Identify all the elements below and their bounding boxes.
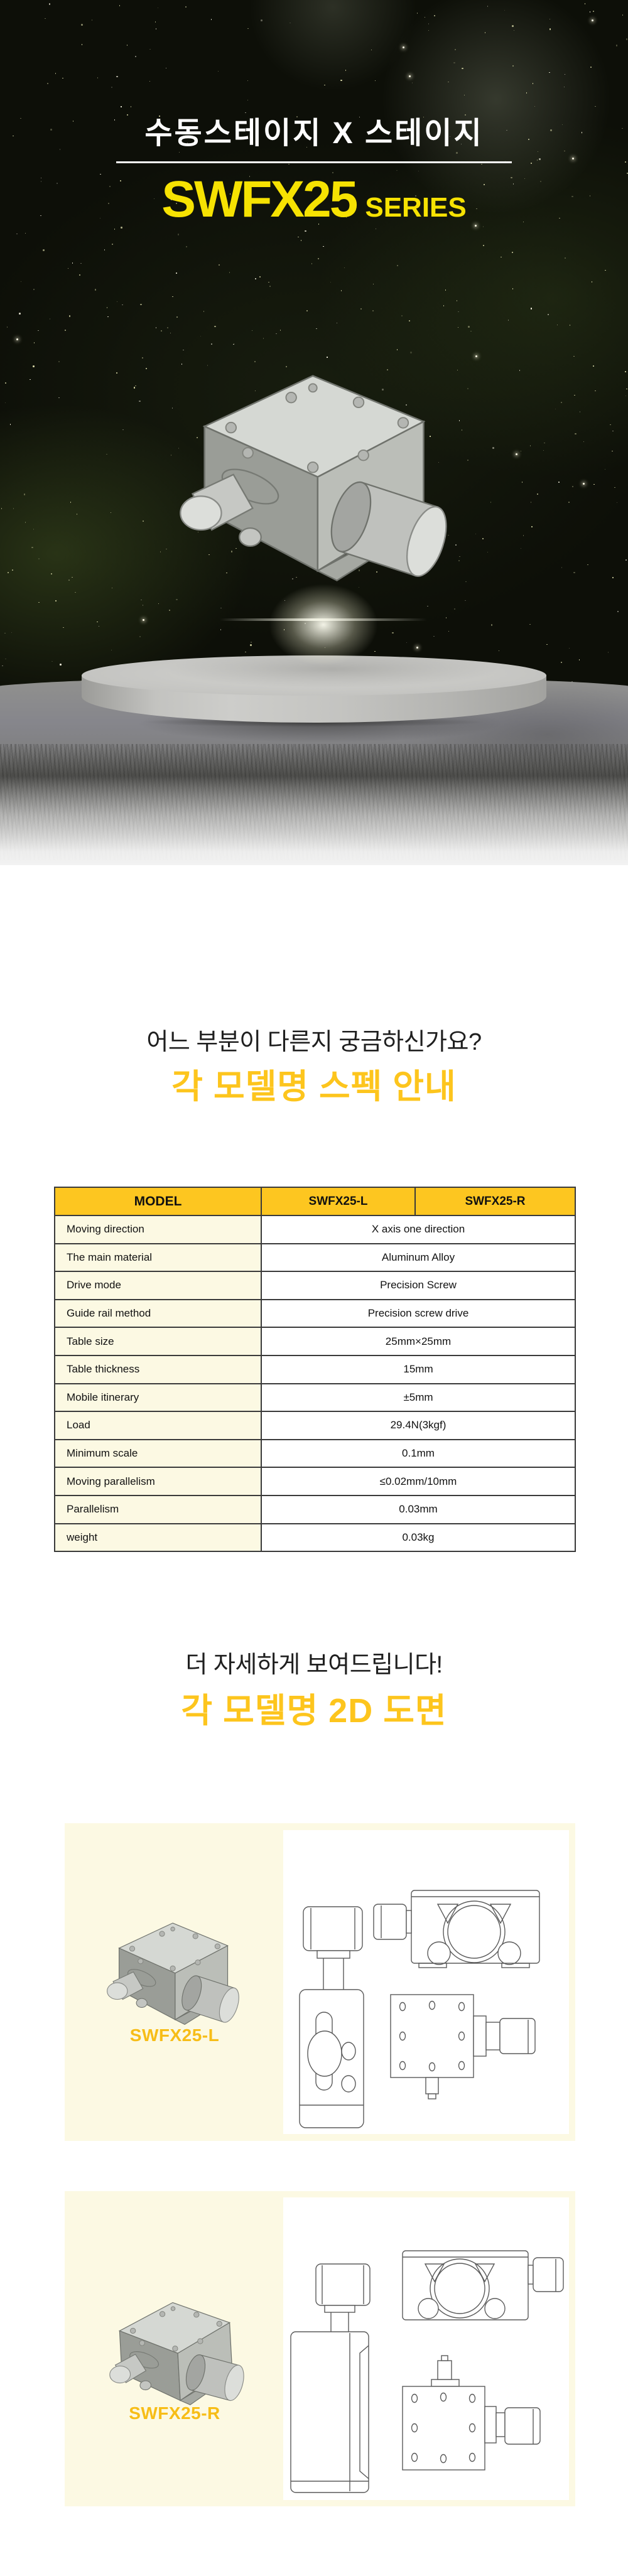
- spec-header-swfx25-l: SWFX25-L: [261, 1187, 416, 1216]
- spec-row-label: Mobile itinerary: [54, 1382, 262, 1413]
- spec-header-row: MODEL SWFX25-L SWFX25-R: [54, 1187, 576, 1216]
- spec-row-value: 25mm×25mm: [261, 1327, 576, 1356]
- spec-row-value: 0.03mm: [261, 1494, 576, 1524]
- spec-row: Moving direction X axis one direction: [54, 1215, 576, 1244]
- spec-row: Table size 25mm×25mm: [54, 1327, 576, 1356]
- swfx25-l-2d-drawing: [299, 1890, 540, 2128]
- spec-row-value: 0.1mm: [261, 1438, 576, 1469]
- spec-row-label: Guide rail method: [54, 1298, 262, 1328]
- swfx25-r-2d-drawing: [290, 2250, 564, 2493]
- spec-row-value: ≤0.02mm/10mm: [261, 1467, 576, 1496]
- hero-divider: [116, 161, 512, 163]
- starfield-background: [0, 0, 628, 709]
- swfx25-l-label: SWFX25-L: [129, 2025, 220, 2045]
- hero-white-fade: [0, 775, 628, 898]
- drawing-section-title: 각 모델명 2D 도면: [181, 1692, 447, 1730]
- spec-row-value: X axis one direction: [261, 1215, 576, 1244]
- spec-row: Minimum scale 0.1mm: [54, 1438, 576, 1469]
- spec-row-label: The main material: [54, 1242, 262, 1273]
- swfx25-r-2d-panel: [283, 2197, 569, 2500]
- spec-section-subtitle: 어느 부분이 다른지 궁금하신가요?: [146, 1029, 482, 1055]
- spec-row: Moving parallelism ≤0.02mm/10mm: [54, 1467, 576, 1496]
- spec-row-value: 0.03kg: [261, 1522, 576, 1553]
- spec-row-label: Minimum scale: [54, 1438, 262, 1469]
- spec-row-value: Precision Screw: [261, 1271, 576, 1300]
- spec-row: Load 29.4N(3kgf): [54, 1411, 576, 1440]
- spec-header-model: MODEL: [54, 1187, 262, 1216]
- spec-row-label: Drive mode: [54, 1271, 262, 1300]
- spec-row-label: Table thickness: [54, 1354, 262, 1384]
- product-3d-render: [171, 347, 460, 598]
- spec-row-label: weight: [54, 1522, 262, 1553]
- spec-row: Drive mode Precision Screw: [54, 1271, 576, 1300]
- spec-row-value: 15mm: [261, 1354, 576, 1384]
- swfx25-r-3d-thumbnail: [100, 2287, 252, 2415]
- swfx25-r-label: SWFX25-R: [129, 2403, 220, 2423]
- spec-row-value: Aluminum Alloy: [261, 1242, 576, 1273]
- spec-table: MODEL SWFX25-L SWFX25-R Moving direction…: [54, 1187, 576, 1553]
- spec-row-label: Moving direction: [54, 1215, 262, 1244]
- spec-row-value: ±5mm: [261, 1382, 576, 1413]
- spec-row: Parallelism 0.03mm: [54, 1494, 576, 1524]
- hero-model-text: SWFX25: [161, 171, 358, 228]
- hero-model-name: SWFX25 SERIES: [0, 174, 628, 225]
- spec-section-title: 각 모델명 스펙 안내: [171, 1068, 457, 1106]
- spec-row: Guide rail method Precision screw drive: [54, 1298, 576, 1328]
- hero-series-text: SERIES: [365, 192, 467, 223]
- spec-row-value: Precision screw drive: [261, 1298, 576, 1328]
- spec-row: The main material Aluminum Alloy: [54, 1242, 576, 1273]
- hero-title: 수동스테이지 X 스테이지: [144, 117, 484, 150]
- swfx25-l-2d-panel: [283, 1830, 569, 2134]
- spec-row: weight 0.03kg: [54, 1522, 576, 1553]
- drawing-block-swfx25-r: SWFX25-R: [65, 2191, 575, 2506]
- spec-header-swfx25-r: SWFX25-R: [414, 1187, 576, 1216]
- spec-row-value: 29.4N(3kgf): [261, 1411, 576, 1440]
- spec-row: Table thickness 15mm: [54, 1354, 576, 1384]
- spec-row: Mobile itinerary ±5mm: [54, 1382, 576, 1413]
- spec-row-label: Load: [54, 1411, 262, 1440]
- spec-row-label: Table size: [54, 1327, 262, 1356]
- pedestal-top-face: [82, 655, 546, 696]
- hero-section: 수동스테이지 X 스테이지 SWFX25 SERIES: [0, 0, 628, 898]
- spec-row-label: Moving parallelism: [54, 1467, 262, 1496]
- swfx25-l-3d-thumbnail: [102, 1911, 246, 2030]
- drawing-block-swfx25-l: SWFX25-L: [65, 1823, 575, 2141]
- drawing-section-subtitle: 더 자세하게 보여드립니다!: [185, 1652, 443, 1678]
- spec-row-label: Parallelism: [54, 1494, 262, 1524]
